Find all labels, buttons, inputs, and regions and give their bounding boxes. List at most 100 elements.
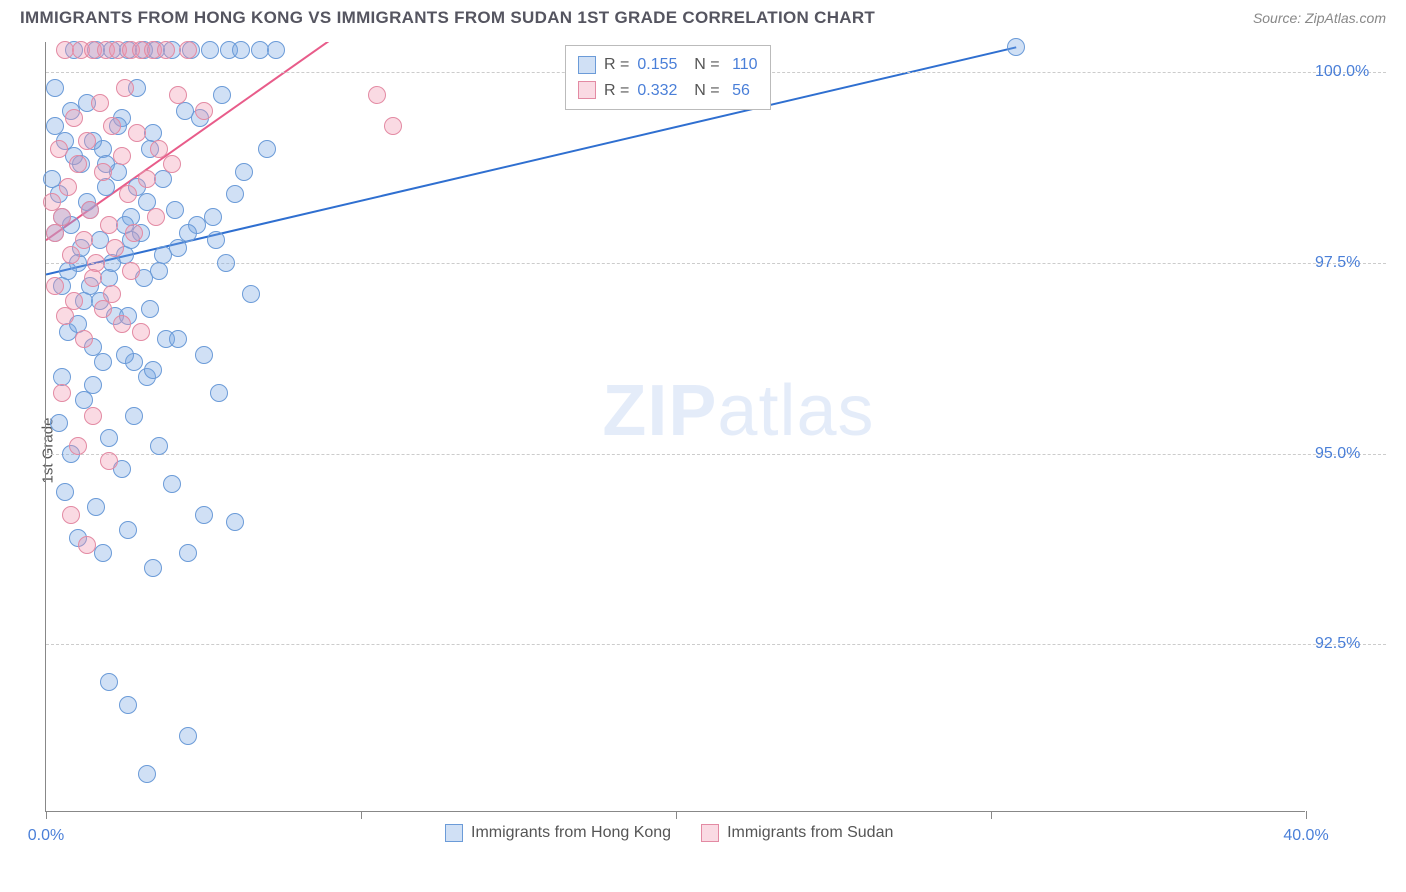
data-point: [103, 117, 121, 135]
data-point: [144, 361, 162, 379]
x-tick: [991, 811, 992, 819]
data-point: [59, 262, 77, 280]
gridline: [46, 644, 1386, 645]
data-point: [226, 513, 244, 531]
data-point: [53, 208, 71, 226]
data-point: [94, 163, 112, 181]
data-point: [147, 208, 165, 226]
data-point: [138, 765, 156, 783]
data-point: [84, 407, 102, 425]
watermark-bold: ZIP: [602, 371, 717, 451]
correlation-legend: R = 0.155 N = 110 R = 0.332 N = 56: [565, 45, 771, 110]
data-point: [46, 79, 64, 97]
data-point: [62, 246, 80, 264]
data-point: [235, 163, 253, 181]
legend-n-label: N =: [685, 52, 719, 78]
data-point: [125, 224, 143, 242]
plot-area: ZIPatlas 0.0%40.0%: [45, 42, 1305, 812]
data-point: [94, 544, 112, 562]
data-point: [138, 170, 156, 188]
data-point: [94, 353, 112, 371]
legend-r-label: R =: [604, 52, 629, 78]
data-point: [179, 544, 197, 562]
y-tick-label: 95.0%: [1315, 445, 1360, 463]
data-point: [169, 330, 187, 348]
data-point: [141, 300, 159, 318]
data-point: [195, 346, 213, 364]
data-point: [69, 437, 87, 455]
y-tick-label: 100.0%: [1315, 63, 1369, 81]
data-point: [97, 178, 115, 196]
data-point: [65, 292, 83, 310]
data-point: [91, 94, 109, 112]
legend-n-value: 56: [728, 78, 750, 104]
data-point: [242, 285, 260, 303]
x-tick: [676, 811, 677, 819]
data-point: [56, 307, 74, 325]
data-point: [94, 300, 112, 318]
chart-container: 1st Grade ZIPatlas 0.0%40.0% R = 0.155 N…: [45, 42, 1385, 842]
legend-r-value: 0.332: [637, 78, 677, 104]
data-point: [69, 155, 87, 173]
watermark-light: atlas: [717, 371, 874, 451]
data-point: [106, 239, 124, 257]
data-point: [84, 269, 102, 287]
data-point: [50, 414, 68, 432]
data-point: [132, 323, 150, 341]
series-legend: Immigrants from Hong Kong Immigrants fro…: [445, 824, 893, 842]
data-point: [128, 124, 146, 142]
data-point: [154, 246, 172, 264]
data-point: [116, 346, 134, 364]
data-point: [53, 384, 71, 402]
data-point: [103, 285, 121, 303]
series-legend-item: Immigrants from Hong Kong: [445, 824, 671, 842]
data-point: [150, 262, 168, 280]
data-point: [119, 185, 137, 203]
data-point: [46, 117, 64, 135]
data-point: [384, 117, 402, 135]
data-point: [179, 727, 197, 745]
data-point: [75, 231, 93, 249]
data-point: [179, 224, 197, 242]
data-point: [169, 239, 187, 257]
y-tick-label: 97.5%: [1315, 254, 1360, 272]
data-point: [78, 132, 96, 150]
data-point: [46, 277, 64, 295]
data-point: [125, 407, 143, 425]
x-tick: [361, 811, 362, 819]
series-name: Immigrants from Hong Kong: [471, 824, 671, 842]
data-point: [65, 109, 83, 127]
data-point: [144, 559, 162, 577]
data-point: [210, 384, 228, 402]
data-point: [169, 86, 187, 104]
watermark: ZIPatlas: [602, 370, 874, 452]
data-point: [56, 483, 74, 501]
x-tick: [1306, 811, 1307, 819]
data-point: [1007, 38, 1025, 56]
data-point: [195, 102, 213, 120]
data-point: [81, 201, 99, 219]
data-point: [154, 170, 172, 188]
series-legend-item: Immigrants from Sudan: [701, 824, 893, 842]
data-point: [368, 86, 386, 104]
series-name: Immigrants from Sudan: [727, 824, 893, 842]
data-point: [59, 178, 77, 196]
data-point: [113, 315, 131, 333]
data-point: [122, 262, 140, 280]
data-point: [100, 452, 118, 470]
data-point: [267, 41, 285, 59]
legend-n-label: N =: [685, 78, 719, 104]
data-point: [62, 506, 80, 524]
y-tick-label: 92.5%: [1315, 635, 1360, 653]
data-point: [113, 147, 131, 165]
data-point: [207, 231, 225, 249]
legend-swatch: [578, 56, 596, 74]
data-point: [163, 155, 181, 173]
data-point: [119, 521, 137, 539]
data-point: [201, 41, 219, 59]
legend-row: R = 0.155 N = 110: [578, 52, 758, 78]
source-attribution: Source: ZipAtlas.com: [1253, 10, 1386, 26]
data-point: [78, 536, 96, 554]
data-point: [195, 506, 213, 524]
data-point: [204, 208, 222, 226]
